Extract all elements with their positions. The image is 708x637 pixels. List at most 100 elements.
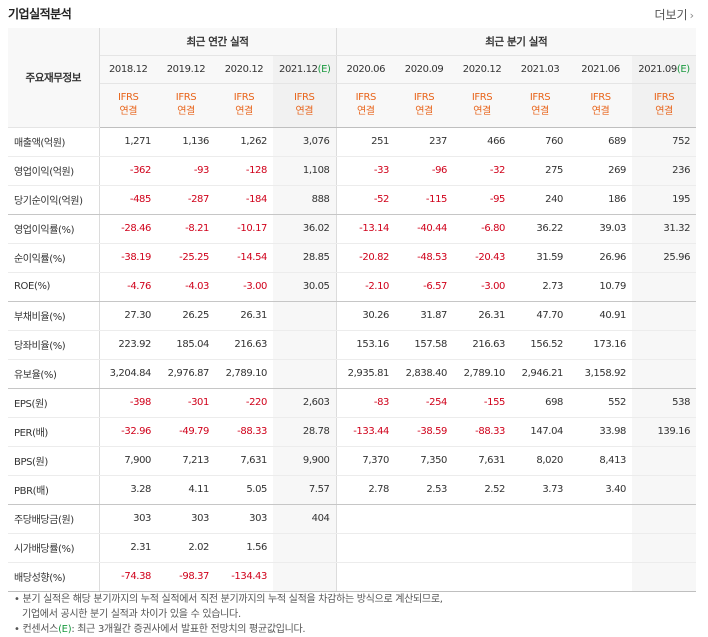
accounting-standard: IFRS 연결 bbox=[99, 83, 157, 128]
table-cell: 2,603 bbox=[273, 388, 337, 418]
table-cell: 156.52 bbox=[511, 330, 570, 360]
table-cell: 240 bbox=[511, 185, 570, 215]
period-base: 2019.12 bbox=[166, 63, 206, 75]
standard-consolidated: 연결 bbox=[119, 106, 138, 117]
table-cell: 404 bbox=[273, 504, 337, 534]
table-cell bbox=[632, 475, 697, 505]
table-cell: 10.79 bbox=[569, 272, 633, 302]
table-cell: 7,213 bbox=[157, 446, 215, 476]
row-label: ROE(%) bbox=[8, 272, 100, 302]
period-base: 2021.12 bbox=[279, 63, 318, 75]
table-cell bbox=[632, 504, 697, 534]
group-annual-header: 최근 연간 실적 bbox=[99, 28, 337, 56]
table-cell: 3.28 bbox=[99, 475, 157, 505]
table-cell: 153.16 bbox=[336, 330, 396, 360]
table-cell: 33.98 bbox=[569, 417, 633, 447]
table-cell bbox=[453, 504, 512, 534]
table-cell: 31.87 bbox=[395, 301, 454, 331]
table-cell bbox=[569, 533, 633, 563]
table-cell: 760 bbox=[511, 127, 570, 157]
table-cell: 26.96 bbox=[569, 243, 633, 273]
chevron-right-icon: › bbox=[689, 9, 694, 22]
table-cell: 36.22 bbox=[511, 214, 570, 244]
table-cell bbox=[395, 562, 454, 592]
table-cell: 7,370 bbox=[336, 446, 396, 476]
period-base: 2018.12 bbox=[108, 63, 148, 75]
row-label: PER(배) bbox=[8, 417, 100, 447]
standard-consolidated: 연결 bbox=[531, 106, 549, 117]
table-cell: 2,789.10 bbox=[453, 359, 512, 389]
table-cell: 752 bbox=[632, 127, 697, 157]
table-cell: -10.17 bbox=[215, 214, 273, 244]
table-cell: 7,631 bbox=[453, 446, 512, 476]
table-cell: -98.37 bbox=[157, 562, 215, 592]
accounting-standard: IFRS 연결 bbox=[215, 83, 273, 128]
table-row: 시가배당률(%) 2.31 2.02 1.56 bbox=[8, 533, 697, 563]
table-cell: 1,271 bbox=[99, 127, 157, 157]
table-row: EPS(원) -398 -301 -220 2,603 -83 -254 -155 698 552… bbox=[8, 388, 697, 418]
table-cell: -33 bbox=[336, 156, 396, 186]
table-cell bbox=[273, 301, 337, 331]
table-cell: 3,158.92 bbox=[569, 359, 633, 389]
table-cell: -93 bbox=[157, 156, 215, 186]
standard-ifrs: IFRS bbox=[653, 92, 675, 103]
table-row: 부채비율(%) 27.30 26.25 26.31 30.26 31.87 26.31 47.… bbox=[8, 301, 697, 331]
table-cell: -38.59 bbox=[395, 417, 454, 447]
table-cell bbox=[395, 533, 454, 563]
note-quarter-calc: • 분기 실적은 해당 분기까지의 누적 실적에서 직전 분기까지의 누적 실적… bbox=[14, 594, 443, 605]
table-cell: 888 bbox=[273, 185, 337, 215]
table-row: 유보율(%) 3,204.84 2,976.87 2,789.10 2,935.81 2,… bbox=[8, 359, 697, 389]
table-cell: -20.43 bbox=[453, 243, 512, 273]
table-row: 배당성향(%) -74.38 -98.37 -134.43 bbox=[8, 562, 697, 592]
period-header: 2021.03 bbox=[511, 55, 570, 84]
row-label: 배당성향(%) bbox=[8, 562, 100, 592]
period-header: 2020.12 bbox=[453, 55, 512, 84]
table-cell: -362 bbox=[99, 156, 157, 186]
table-cell: 275 bbox=[511, 156, 570, 186]
table-cell: 2,976.87 bbox=[157, 359, 215, 389]
table-cell: -88.33 bbox=[453, 417, 512, 447]
standard-consolidated: 연결 bbox=[177, 106, 195, 117]
table-cell: 303 bbox=[215, 504, 273, 534]
table-cell: 7,350 bbox=[395, 446, 454, 476]
table-cell: 216.63 bbox=[215, 330, 273, 360]
table-cell bbox=[511, 504, 570, 534]
row-label: PBR(배) bbox=[8, 475, 100, 505]
table-cell: 689 bbox=[569, 127, 633, 157]
table-cell: 185.04 bbox=[157, 330, 215, 360]
more-link[interactable]: 더보기 › bbox=[654, 6, 694, 23]
table-cell: 26.31 bbox=[215, 301, 273, 331]
period-base: 2020.12 bbox=[224, 63, 264, 75]
table-cell: 269 bbox=[569, 156, 633, 186]
period-header: 2020.12 bbox=[215, 55, 273, 84]
table-cell: 1.56 bbox=[215, 533, 273, 563]
row-label: 유보율(%) bbox=[8, 359, 100, 389]
table-cell: -13.14 bbox=[336, 214, 396, 244]
table-cell: 2.02 bbox=[157, 533, 215, 563]
table-cell: 3,076 bbox=[273, 127, 337, 157]
accounting-standard: IFRS 연결 bbox=[511, 83, 570, 128]
row-label: 부채비율(%) bbox=[8, 301, 100, 331]
table-cell bbox=[453, 562, 512, 592]
table-cell bbox=[632, 359, 697, 389]
table-cell: 1,262 bbox=[215, 127, 273, 157]
table-cell: 9,900 bbox=[273, 446, 337, 476]
table-cell: 1,136 bbox=[157, 127, 215, 157]
accounting-standard: IFRS 연결 bbox=[569, 83, 633, 128]
table-cell: -28.46 bbox=[99, 214, 157, 244]
table-cell: 303 bbox=[99, 504, 157, 534]
table-row: PBR(배) 3.28 4.11 5.05 7.57 2.78 2.53 2.52 3.73 3.… bbox=[8, 475, 697, 505]
table-cell bbox=[273, 359, 337, 389]
table-cell: 147.04 bbox=[511, 417, 570, 447]
accounting-standard: IFRS 연결 bbox=[632, 83, 697, 128]
table-cell bbox=[632, 301, 697, 331]
row-label: 영업이익(억원) bbox=[8, 156, 100, 186]
standard-ifrs: IFRS bbox=[175, 92, 197, 103]
table-cell: 26.31 bbox=[453, 301, 512, 331]
table-cell bbox=[273, 330, 337, 360]
period-base: 2021.03 bbox=[520, 63, 560, 75]
table-cell: 7,900 bbox=[99, 446, 157, 476]
standard-consolidated: 연결 bbox=[655, 106, 673, 117]
table-cell: -14.54 bbox=[215, 243, 273, 273]
period-header: 2021.09(E) bbox=[632, 55, 697, 84]
